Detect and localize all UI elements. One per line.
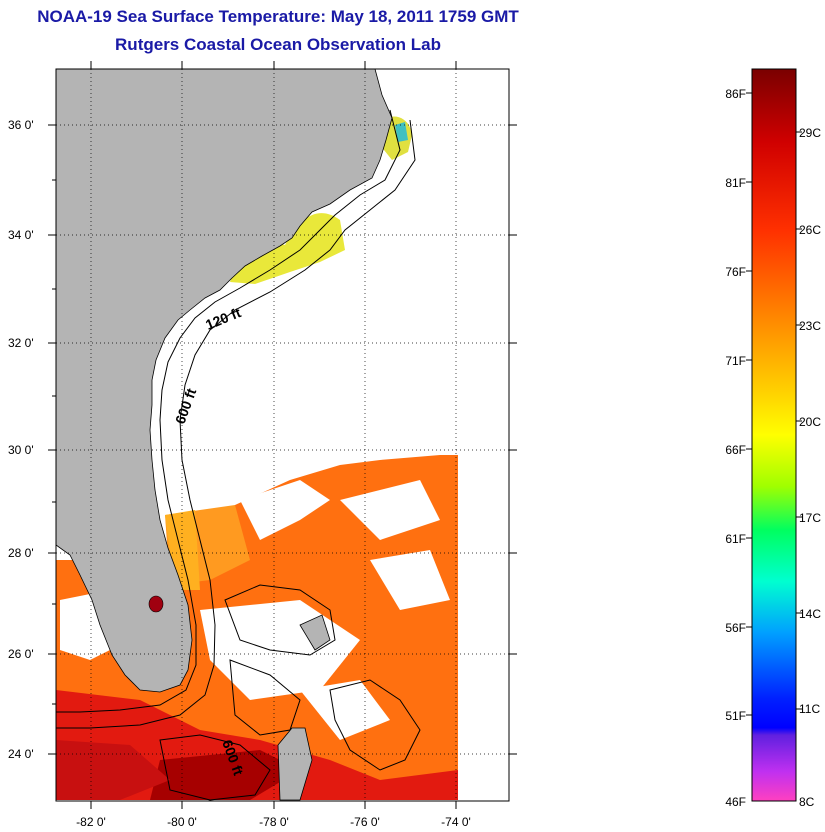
celsius-label: 14C [799, 607, 821, 621]
fahrenheit-label: 76F [725, 265, 746, 279]
lon-label: -76 0' [350, 815, 380, 829]
fahrenheit-label: 61F [725, 532, 746, 546]
latitude-labels: 36 0' 34 0' 32 0' 30 0' 28 0' 26 0' 24 0… [8, 118, 34, 761]
fahrenheit-label: 81F [725, 176, 746, 190]
celsius-label: 8C [799, 795, 815, 809]
fahrenheit-label: 66F [725, 443, 746, 457]
lat-label: 30 0' [8, 443, 34, 457]
lon-label: -80 0' [167, 815, 197, 829]
celsius-label: 17C [799, 511, 821, 525]
map-title: NOAA-19 Sea Surface Temperature: May 18,… [37, 7, 519, 26]
land-islands [277, 727, 313, 801]
celsius-label: 29C [799, 126, 821, 140]
sst-data-layer [56, 116, 458, 800]
celsius-label: 23C [799, 319, 821, 333]
lat-label: 32 0' [8, 336, 34, 350]
lat-label: 26 0' [8, 647, 34, 661]
celsius-label: 20C [799, 415, 821, 429]
lat-label: 28 0' [8, 546, 34, 560]
lat-label: 34 0' [8, 228, 34, 242]
lon-label: -82 0' [76, 815, 106, 829]
fahrenheit-label: 51F [725, 709, 746, 723]
longitude-labels: -82 0' -80 0' -78 0' -76 0' -74 0' [76, 815, 471, 829]
lon-label: -78 0' [259, 815, 289, 829]
temperature-colorbar: 86F 81F 76F 71F 66F 61F 56F 51F 46F 29C … [725, 68, 821, 809]
lat-label: 24 0' [8, 747, 34, 761]
fahrenheit-label: 71F [725, 354, 746, 368]
celsius-label: 26C [799, 223, 821, 237]
map-plot-area [48, 61, 517, 809]
fahrenheit-label: 86F [725, 87, 746, 101]
land-mainland [56, 69, 393, 693]
map-subtitle: Rutgers Coastal Ocean Observation Lab [115, 35, 441, 54]
lat-label: 36 0' [8, 118, 34, 132]
lon-label: -74 0' [441, 815, 471, 829]
axis-ticks [48, 61, 517, 809]
celsius-label: 11C [799, 702, 820, 716]
depth-contours [56, 109, 421, 801]
fahrenheit-label: 56F [725, 621, 746, 635]
fahrenheit-label: 46F [725, 795, 746, 809]
